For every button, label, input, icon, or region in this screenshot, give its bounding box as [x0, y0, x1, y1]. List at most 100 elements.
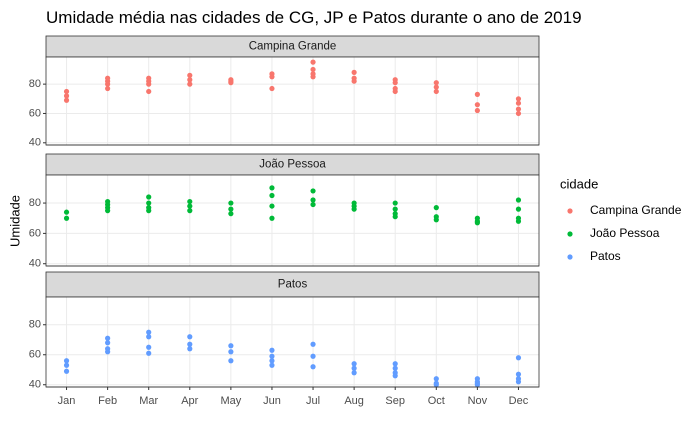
- point: [392, 206, 398, 212]
- point: [351, 206, 357, 212]
- point: [63, 209, 70, 215]
- y-axis-label: Umidade: [7, 195, 22, 247]
- point: [310, 59, 316, 65]
- point: [63, 97, 70, 103]
- point: [269, 353, 275, 359]
- x-tick-label: Aug: [344, 395, 364, 407]
- y-tick-label: 40: [29, 379, 41, 391]
- point: [105, 208, 111, 214]
- point: [269, 347, 275, 353]
- x-tick-label: May: [220, 395, 241, 407]
- point: [474, 102, 480, 108]
- y-tick-label: 80: [29, 197, 41, 209]
- point: [187, 81, 193, 87]
- point: [351, 365, 357, 371]
- point: [105, 349, 111, 355]
- point: [187, 208, 193, 214]
- point: [433, 376, 439, 382]
- point: [228, 200, 234, 206]
- point: [515, 379, 522, 385]
- point: [392, 80, 398, 86]
- point: [187, 346, 193, 352]
- legend-marker: [567, 231, 573, 237]
- point: [310, 66, 316, 73]
- point: [392, 88, 398, 95]
- point: [228, 343, 234, 349]
- point: [146, 200, 152, 206]
- point: [105, 81, 111, 87]
- point: [310, 341, 316, 347]
- point: [433, 217, 439, 223]
- point: [474, 220, 480, 226]
- point: [63, 93, 70, 99]
- x-tick-label: Feb: [98, 395, 117, 407]
- point: [515, 96, 522, 102]
- point: [351, 361, 357, 367]
- x-tick-label: Sep: [385, 395, 405, 407]
- y-tick-label: 60: [29, 227, 41, 239]
- point: [187, 341, 193, 347]
- x-tick-label: Nov: [468, 395, 488, 407]
- point: [351, 69, 357, 75]
- point: [187, 77, 193, 83]
- point: [228, 80, 234, 86]
- x-tick-label: Oct: [428, 395, 445, 407]
- x-tick-label: Jul: [306, 395, 320, 407]
- point: [63, 362, 70, 368]
- point: [187, 198, 193, 205]
- point: [515, 106, 522, 112]
- point: [63, 215, 70, 221]
- legend-label: Patos: [590, 249, 621, 263]
- point: [187, 203, 193, 209]
- point: [269, 185, 275, 191]
- point: [146, 194, 152, 200]
- point: [433, 382, 439, 388]
- point: [310, 364, 316, 370]
- point: [515, 218, 522, 224]
- y-tick-label: 80: [29, 319, 41, 331]
- x-tick-label: Apr: [181, 395, 198, 407]
- point: [228, 211, 234, 217]
- point: [515, 355, 522, 361]
- point: [433, 205, 439, 211]
- point: [269, 192, 275, 199]
- point: [351, 78, 357, 84]
- point: [392, 200, 398, 206]
- point: [474, 107, 480, 114]
- point: [228, 349, 234, 355]
- point: [515, 110, 522, 117]
- y-tick-label: 60: [29, 107, 41, 119]
- legend-marker: [567, 208, 573, 214]
- point: [146, 334, 152, 340]
- legend-label: Campina Grande: [590, 203, 682, 217]
- point: [269, 203, 275, 209]
- strip-label: Patos: [278, 279, 308, 291]
- point: [105, 340, 111, 346]
- point: [187, 72, 193, 78]
- y-tick-label: 80: [29, 78, 41, 90]
- point: [269, 358, 275, 364]
- point: [310, 74, 316, 80]
- point: [392, 365, 398, 371]
- point: [474, 91, 480, 97]
- point: [146, 88, 152, 95]
- point: [392, 373, 398, 379]
- panel: [46, 175, 539, 266]
- point: [515, 197, 522, 203]
- point: [392, 214, 398, 220]
- point: [105, 85, 111, 92]
- x-tick-label: Mar: [139, 395, 158, 407]
- point: [146, 81, 152, 87]
- point: [310, 188, 316, 194]
- point: [515, 206, 522, 212]
- point: [474, 380, 480, 386]
- point: [515, 371, 522, 377]
- point: [433, 84, 439, 90]
- point: [433, 80, 439, 86]
- point: [269, 215, 275, 221]
- x-tick-label: Jan: [58, 395, 76, 407]
- y-tick-label: 40: [29, 137, 41, 149]
- point: [228, 206, 234, 212]
- chart-title: Umidade média nas cidades de CG, JP e Pa…: [46, 8, 582, 27]
